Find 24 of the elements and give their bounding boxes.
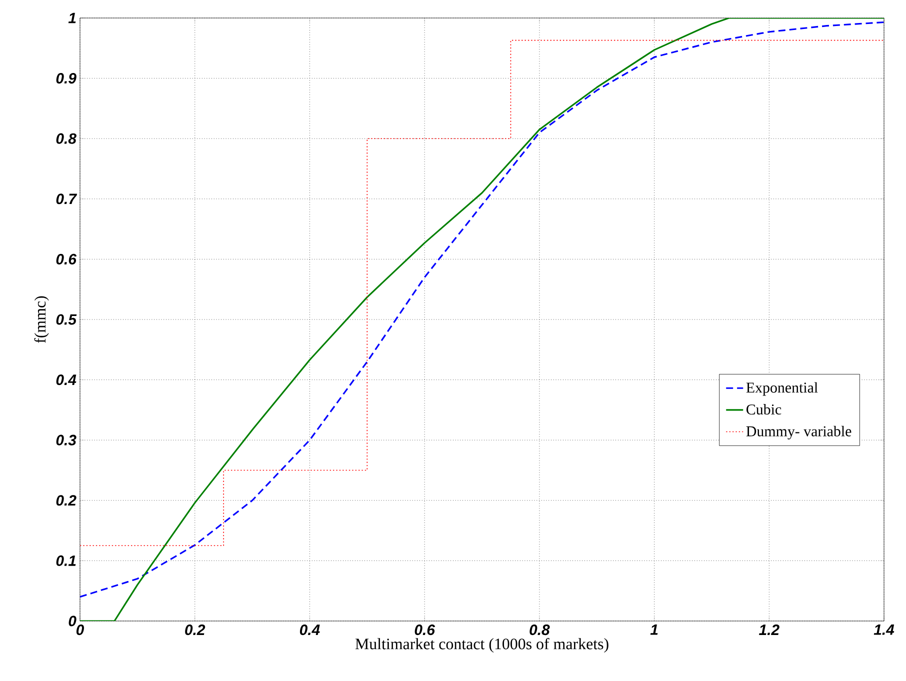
y-tick-label: 0.4: [56, 374, 76, 386]
y-tick-label: 0.8: [56, 133, 76, 144]
x-tick-label: 0.6: [414, 624, 436, 636]
y-tick-label: 0.7: [56, 194, 78, 204]
legend-label: Cubic: [746, 404, 782, 415]
x-tick-label: 0.4: [300, 624, 320, 636]
x-tick-label: 0: [76, 624, 84, 636]
y-tick-label: 0.5: [56, 314, 77, 325]
x-tick-label: 1: [650, 624, 658, 635]
x-tick-label: 1.4: [874, 624, 894, 635]
legend-label: Exponential: [746, 382, 818, 396]
y-tick-label: 0.9: [56, 73, 76, 84]
x-axis-title: Multimarket contact (1000s of markets): [355, 638, 608, 653]
x-tick-label: 0.2: [185, 624, 206, 636]
y-tick-label: 0.2: [56, 495, 76, 506]
legend-label: Dummy- variable: [746, 426, 852, 440]
y-tick-label: 0.6: [56, 254, 77, 264]
y-tick-label: 0.3: [56, 434, 76, 446]
y-tick-label: 0.1: [56, 555, 76, 566]
y-tick-label: 0: [68, 616, 76, 626]
x-tick-label: 1.2: [759, 624, 780, 635]
y-tick-label: 1: [68, 12, 76, 24]
y-axis-title: f(mmc): [34, 296, 49, 343]
x-tick-label: 0.8: [530, 624, 550, 636]
